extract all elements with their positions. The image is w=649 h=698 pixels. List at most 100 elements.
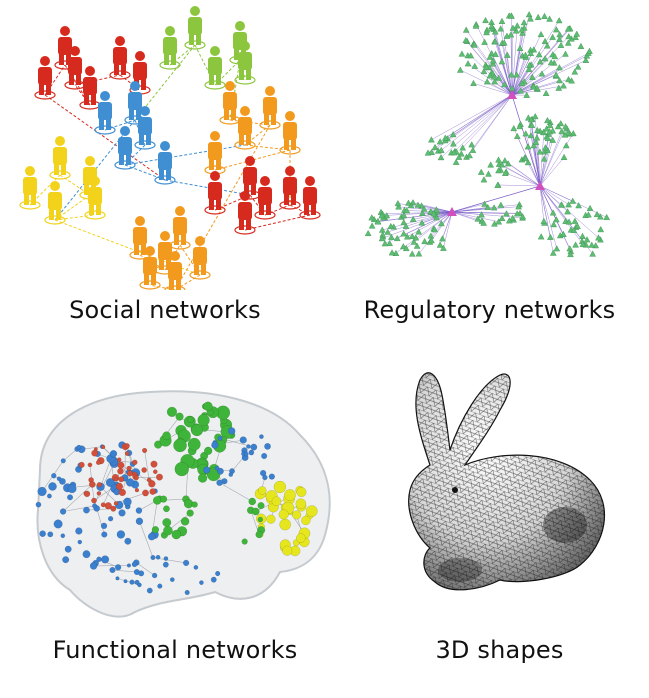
brain-node (116, 457, 122, 463)
person-icon (169, 206, 191, 250)
brain-node (126, 465, 132, 471)
person-icon (79, 66, 101, 110)
gene-node (462, 26, 470, 33)
gene-node (518, 79, 526, 87)
gene-node (530, 142, 538, 149)
brain-node (248, 449, 255, 456)
brain-node (115, 576, 120, 581)
gene-node (415, 228, 423, 235)
gene-node (498, 214, 506, 221)
brain-node (257, 502, 265, 510)
regulatory-edge (451, 211, 523, 219)
gene-node (536, 58, 544, 65)
brain-node (171, 529, 182, 540)
gene-node (495, 167, 502, 174)
brain-node (187, 416, 195, 423)
person-icon (299, 176, 321, 220)
gene-node (442, 134, 449, 141)
brain-node (228, 427, 236, 435)
brain-node (39, 530, 46, 538)
gene-node (508, 71, 515, 78)
gene-node (527, 116, 535, 123)
brain-edge (96, 508, 105, 535)
brain-node (142, 489, 149, 497)
gene-node (431, 143, 439, 150)
brain-node (125, 478, 135, 487)
brain-node (35, 501, 42, 508)
regulatory-edge (439, 94, 513, 142)
brain-node (296, 533, 306, 543)
brain-node (151, 572, 158, 579)
gene-node (525, 11, 533, 18)
gene-node (497, 201, 505, 208)
gene-node (513, 22, 521, 29)
gene-node (527, 15, 534, 22)
gene-node (544, 116, 551, 124)
gene-node (582, 56, 590, 63)
gene-node (503, 32, 511, 39)
gene-node (573, 30, 581, 37)
gene-node (542, 89, 550, 96)
gene-node (490, 204, 498, 211)
gene-node (523, 91, 530, 98)
regulator-hub-node (535, 181, 545, 190)
gene-node (500, 39, 508, 46)
person-icon (184, 6, 206, 50)
gene-node (501, 81, 508, 88)
gene-node (507, 31, 515, 38)
brain-node (163, 525, 173, 536)
brain-node (48, 482, 57, 491)
regulatory-edge (472, 94, 513, 151)
regulatory-edge (440, 94, 513, 158)
gene-node (469, 146, 477, 153)
gene-node (525, 65, 533, 73)
brain-node (105, 478, 115, 487)
gene-node (517, 87, 525, 94)
person-icon (234, 41, 256, 85)
regulatory-edge (418, 211, 453, 254)
person-icon (94, 91, 116, 135)
gene-node (404, 233, 411, 240)
regulatory-edge (539, 133, 574, 187)
gene-node (483, 63, 490, 70)
gene-node (428, 237, 435, 244)
regulatory-edge (539, 131, 562, 187)
gene-node (408, 250, 416, 257)
gene-node (593, 210, 601, 218)
gene-node (480, 219, 487, 226)
regulatory-edge (501, 164, 541, 187)
gene-node (378, 212, 386, 219)
brain-node (187, 437, 201, 451)
gene-node (480, 176, 488, 183)
caption-3d-shapes: 3D shapes (435, 636, 564, 664)
gene-node (504, 160, 512, 167)
person-icon (204, 171, 226, 215)
gene-node (393, 234, 401, 242)
brain-node (91, 497, 97, 504)
gene-node (467, 52, 475, 59)
brain-node (135, 517, 144, 525)
gene-node (470, 79, 477, 86)
gene-node (437, 154, 445, 161)
gene-node (589, 250, 596, 257)
brain-node (126, 563, 131, 568)
brain-node (78, 461, 85, 468)
gene-node (483, 29, 490, 36)
panel-3d-shapes: 3D shapes (350, 350, 649, 698)
gene-node (419, 209, 426, 216)
gene-node (481, 38, 488, 45)
gene-node (498, 161, 506, 168)
brain-node (262, 474, 268, 481)
brain-node (162, 431, 171, 441)
gene-node (378, 235, 386, 242)
gene-node (534, 126, 541, 134)
brain-node (149, 488, 157, 495)
regulatory-edge (498, 184, 541, 187)
gene-node (527, 49, 535, 56)
gene-node (568, 77, 575, 84)
gene-node (547, 233, 554, 240)
regulatory-edge (511, 60, 586, 96)
brain-node (199, 580, 204, 585)
gene-node (450, 149, 458, 156)
person-icon (189, 236, 211, 280)
